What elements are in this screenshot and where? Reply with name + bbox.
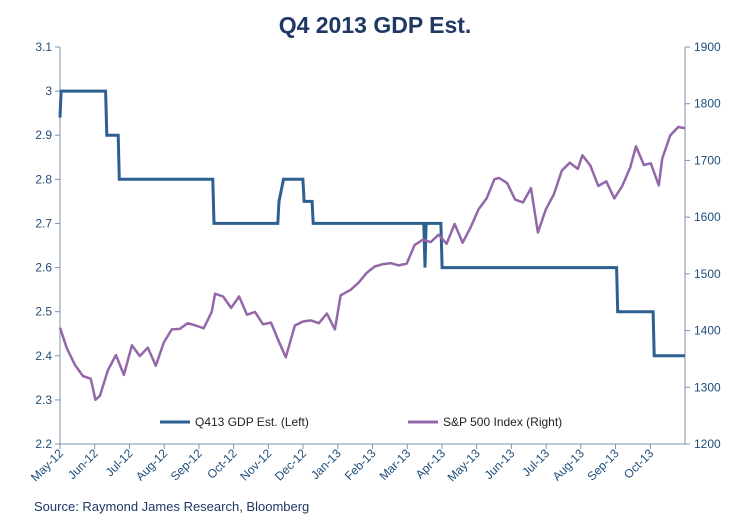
left-axis-tick-label: 2.3 xyxy=(35,393,52,407)
x-axis-tick-label: Jun-13 xyxy=(482,446,518,482)
legend-label-gdp: Q413 GDP Est. (Left) xyxy=(195,415,309,429)
x-axis-tick-label: Sep-13 xyxy=(584,446,621,483)
right-axis-tick-label: 1700 xyxy=(694,153,721,167)
right-axis-tick-label: 1300 xyxy=(694,380,721,394)
x-axis-tick-label: Jun-12 xyxy=(65,446,101,482)
axes: 2.2 2.3 2.4 2.5 2.6 2.7 2.8 2.9 3 3.1 1200 1300 1400… xyxy=(28,40,721,484)
x-axis-tick-label: Aug-13 xyxy=(550,446,587,483)
x-axis-tick-label: Jan-13 xyxy=(308,446,344,482)
left-axis-tick-label: 3.1 xyxy=(35,40,52,54)
left-axis-tick-label: 2.2 xyxy=(35,437,52,451)
x-axis-tick-label: Oct-13 xyxy=(621,446,657,482)
x-axis-tick-label: Jul-13 xyxy=(519,446,552,479)
left-axis-tick-label: 2.8 xyxy=(35,172,52,186)
x-axis-tick-label: Oct-12 xyxy=(204,446,240,482)
x-axis-tick-label: Nov-12 xyxy=(237,446,274,483)
left-axis-tick-label: 2.5 xyxy=(35,305,52,319)
x-axis-tick-label: Jul-12 xyxy=(103,446,136,479)
x-axis-tick-label: Mar-13 xyxy=(377,446,414,483)
x-axis-tick-label: May-12 xyxy=(28,446,66,484)
right-axis-tick-label: 1200 xyxy=(694,437,721,451)
right-axis-tick-label: 1400 xyxy=(694,324,721,338)
left-axis-tick-label: 2.6 xyxy=(35,261,52,275)
right-axis-tick-label: 1600 xyxy=(694,210,721,224)
chart-title: Q4 2013 GDP Est. xyxy=(278,12,472,38)
x-axis-tick-label: Aug-12 xyxy=(133,446,170,483)
x-axis-tick-label: Feb-13 xyxy=(342,446,379,483)
sp500-series xyxy=(58,125,686,402)
gdp-series xyxy=(58,89,685,358)
legend: Q413 GDP Est. (Left) S&P 500 Index (Right… xyxy=(160,415,562,429)
right-axis-tick-label: 1800 xyxy=(694,97,721,111)
right-axis-tick-label: 1500 xyxy=(694,267,721,281)
x-axis-tick-label: Dec-12 xyxy=(272,446,309,483)
left-axis-tick-label: 2.4 xyxy=(35,349,52,363)
left-axis-tick-label: 2.9 xyxy=(35,128,52,142)
right-axis-tick-label: 1900 xyxy=(694,40,721,54)
source-note: Source: Raymond James Research, Bloomber… xyxy=(34,499,310,514)
x-axis-tick-label: May-13 xyxy=(445,446,483,484)
left-axis-tick-label: 2.7 xyxy=(35,216,52,230)
legend-label-sp500: S&P 500 Index (Right) xyxy=(443,415,562,429)
left-axis-tick-label: 3 xyxy=(45,84,52,98)
x-axis-tick-label: Sep-12 xyxy=(168,446,205,483)
gdp-estimate-line xyxy=(58,89,685,358)
sp500-index-line xyxy=(58,125,686,402)
x-axis-tick-label: Apr-13 xyxy=(413,446,449,482)
